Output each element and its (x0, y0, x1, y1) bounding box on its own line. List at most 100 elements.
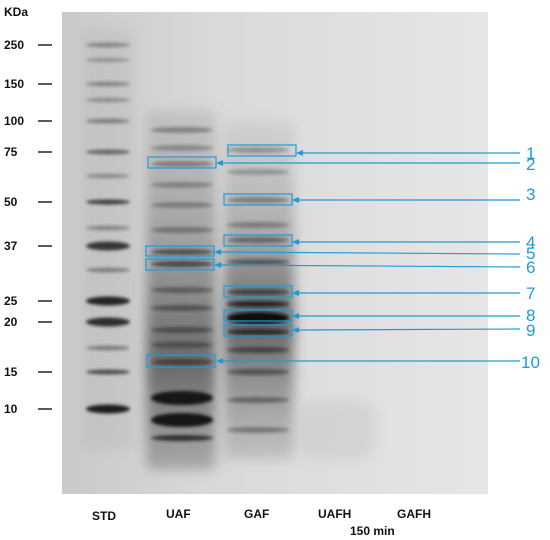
callout-number-1: 1 (526, 144, 535, 163)
callout-number-2: 2 (526, 155, 535, 174)
highlight-box-9 (223, 324, 293, 337)
marker-label-100: 100 (4, 114, 24, 128)
marker-label-250: 250 (4, 38, 24, 52)
lane-label-std: STD (92, 509, 116, 523)
gaf-band (227, 427, 289, 433)
lane-labels: STD UAF GAF UAFH GAFH 150 min (92, 507, 431, 538)
std-band (86, 345, 130, 351)
uaf-band (151, 161, 213, 167)
marker-label-25: 25 (4, 294, 18, 308)
lane-label-uaf: UAF (166, 507, 191, 521)
uaf-band (151, 413, 213, 427)
callout-arrowhead-9 (292, 327, 299, 333)
highlight-box-2 (147, 156, 217, 169)
callout-arrow-line-9 (297, 328, 521, 331)
marker-label-37: 37 (4, 239, 18, 253)
marker-ticks (38, 44, 52, 410)
callout-number-4: 4 (526, 233, 535, 252)
uaf-band (151, 182, 213, 188)
callout-arrow-line-6 (219, 264, 521, 268)
std-band (86, 199, 130, 205)
gaf-band (227, 369, 289, 375)
std-band (86, 225, 130, 231)
time-label: 150 min (350, 524, 395, 538)
highlight-box-4 (223, 234, 293, 247)
callout-number-7: 7 (526, 284, 535, 303)
callout-number-5: 5 (526, 244, 535, 263)
highlight-box-6 (145, 258, 215, 271)
gaf-band (227, 312, 289, 324)
callout-number-3: 3 (526, 185, 535, 204)
lane-label-uafh: UAFH (318, 507, 351, 521)
gaf-band (227, 397, 289, 403)
uaf-band (151, 227, 213, 233)
std-band (86, 296, 130, 306)
highlight-box-8 (223, 309, 293, 322)
band-callouts (145, 144, 521, 368)
std-band (86, 369, 130, 375)
callout-arrowhead-3 (292, 197, 299, 203)
callout-arrowhead-4 (292, 239, 299, 245)
highlight-box-10 (146, 354, 216, 368)
std-band (86, 97, 130, 103)
unit-label: KDa (4, 5, 28, 19)
uaf-band (151, 305, 213, 311)
gaf-band (227, 329, 289, 335)
std-band (86, 149, 130, 155)
marker-label-150: 150 (4, 77, 24, 91)
callout-arrowhead-8 (292, 313, 299, 319)
marker-label-50: 50 (4, 195, 18, 209)
uaf-band (151, 359, 213, 365)
marker-label-75: 75 (4, 145, 18, 159)
std-band (86, 118, 130, 124)
highlight-box-7 (223, 285, 293, 298)
gaf-band (227, 259, 289, 265)
std-band (86, 267, 130, 273)
std-band (86, 241, 130, 251)
callout-arrowhead-5 (214, 249, 221, 255)
gaf-band (227, 222, 289, 228)
uaf-band (151, 261, 213, 267)
callout-arrow-line-5 (219, 251, 521, 255)
callout-arrowhead-7 (292, 290, 299, 296)
callout-number-6: 6 (526, 258, 535, 277)
uaf-band (151, 435, 213, 441)
uaf-band (151, 391, 213, 405)
std-band (86, 42, 130, 48)
marker-label-10: 10 (4, 402, 18, 416)
callout-arrowhead-10 (216, 358, 223, 364)
uaf-band (151, 342, 213, 348)
uaf-band (151, 127, 213, 133)
std-band (86, 81, 130, 87)
callout-number-9: 9 (526, 321, 535, 340)
gaf-band (227, 169, 289, 175)
gaf-band (227, 289, 289, 295)
uaf-band (151, 202, 213, 208)
highlight-box-5 (145, 245, 215, 257)
callout-number-8: 8 (526, 306, 535, 325)
callout-arrowhead-2 (216, 160, 223, 166)
callout-arrowhead-6 (214, 262, 221, 268)
std-band (86, 317, 130, 327)
std-band (86, 57, 130, 63)
std-band (86, 173, 130, 179)
marker-labels: 250 150 100 75 50 37 25 20 15 10 (4, 38, 24, 416)
lane-label-gafh: GAFH (397, 507, 431, 521)
gaf-band (227, 197, 289, 203)
gaf-band (227, 147, 289, 153)
marker-label-15: 15 (4, 365, 18, 379)
uaf-band (151, 287, 213, 293)
callout-numbers: 1 2 3 4 5 6 7 8 9 10 (521, 144, 540, 372)
gaf-band (227, 347, 289, 353)
uaf-band (151, 249, 213, 255)
lane-std (82, 30, 134, 450)
gaf-band (227, 237, 289, 243)
lane-uafh (298, 400, 376, 460)
highlight-box-3 (223, 193, 293, 206)
callout-number-10: 10 (521, 353, 540, 372)
highlight-box-1 (227, 144, 297, 157)
marker-label-20: 20 (4, 315, 18, 329)
uaf-band (151, 327, 213, 333)
callout-arrowhead-1 (296, 150, 303, 156)
